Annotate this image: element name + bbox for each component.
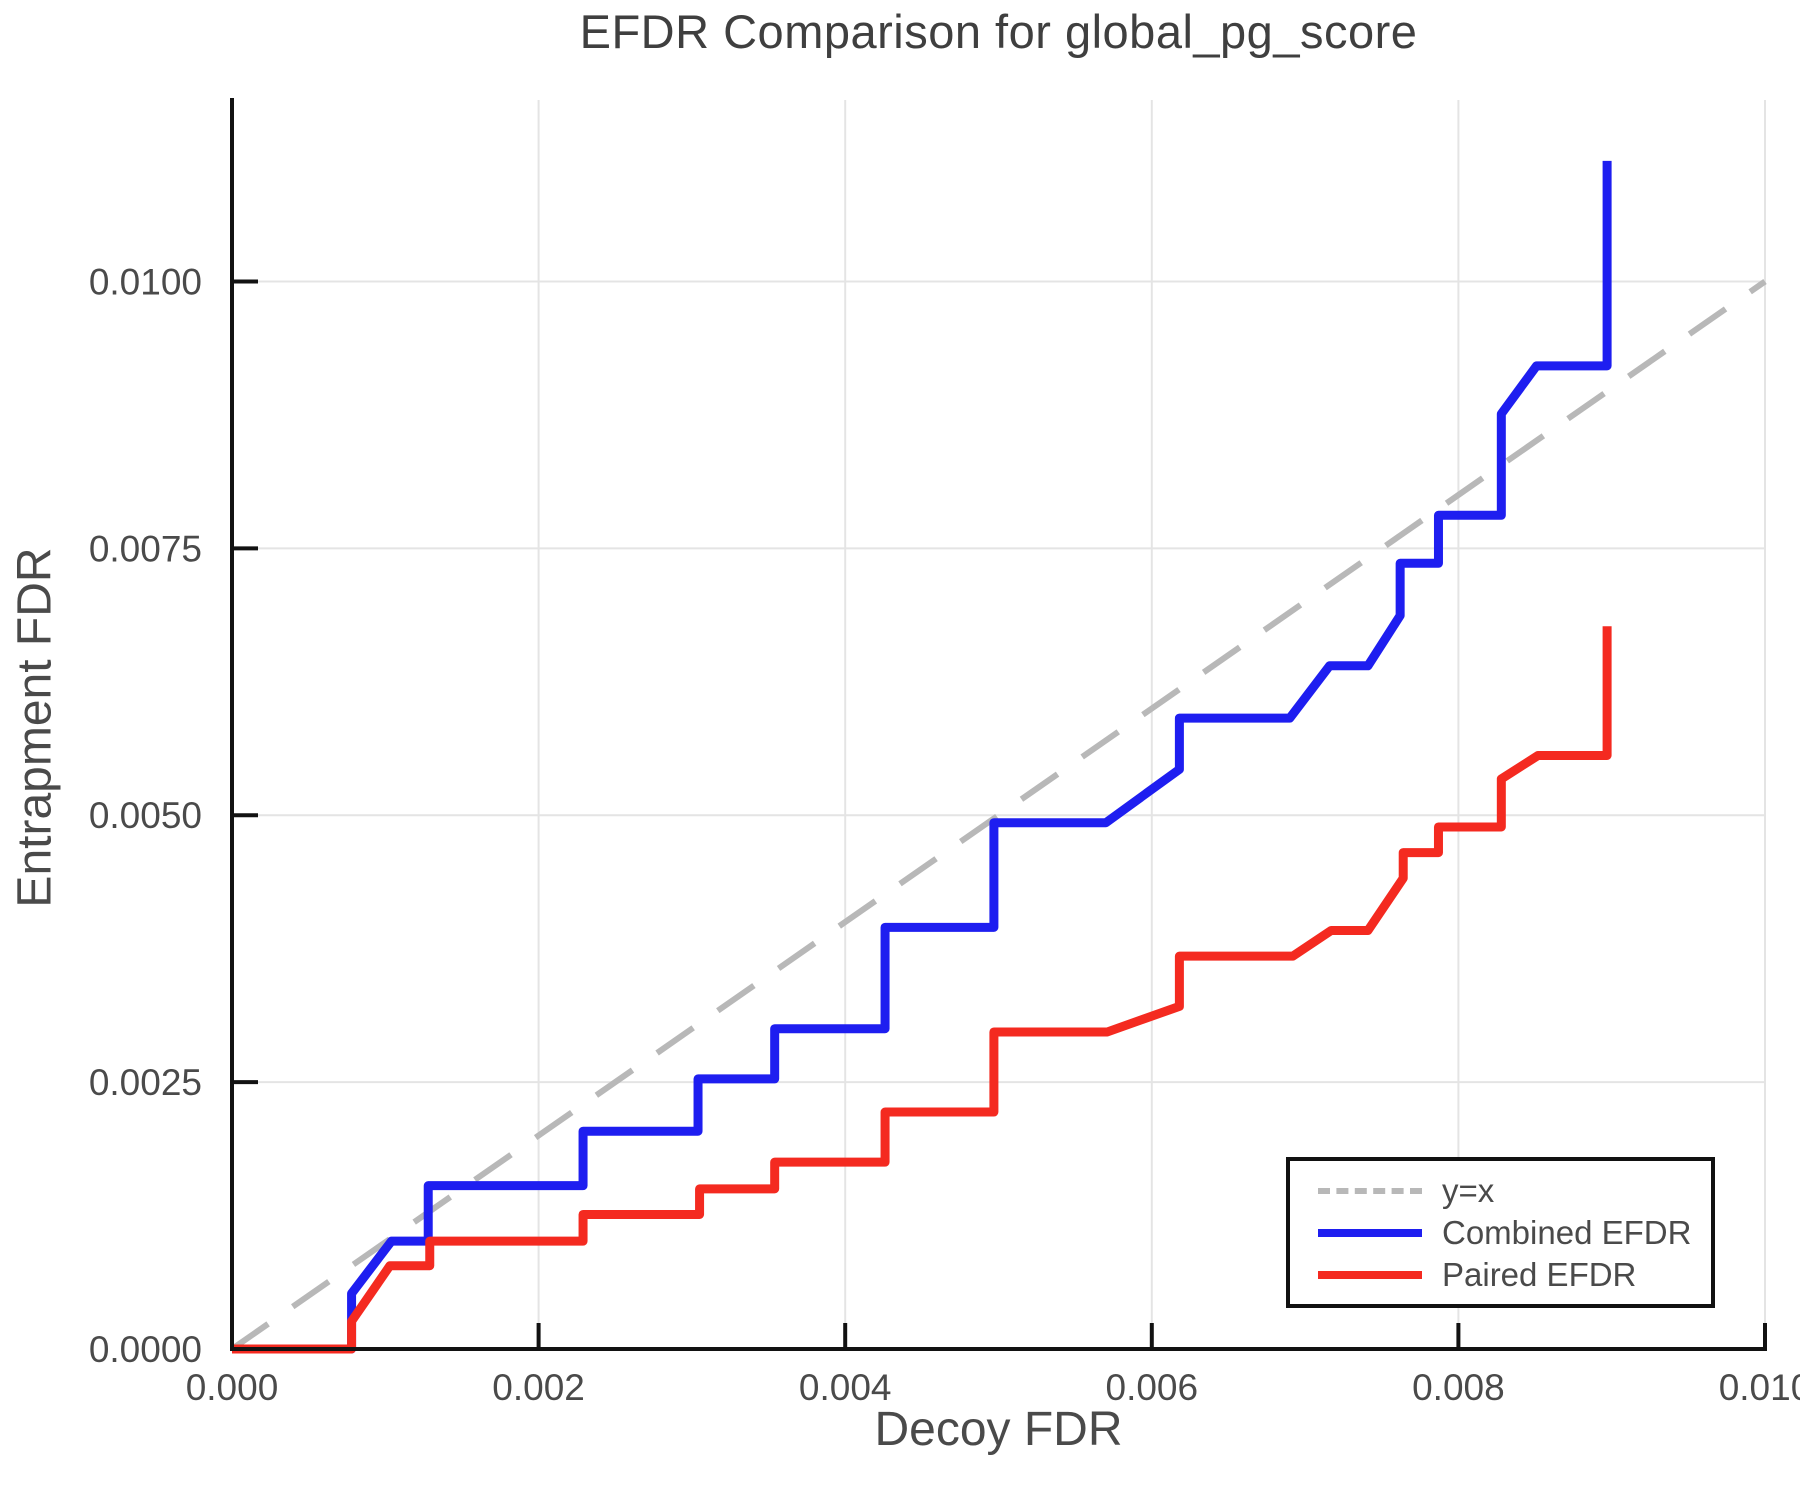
series-line-combined-efdr (232, 160, 1612, 1354)
x-tick-label: 0.004 (799, 1367, 892, 1408)
x-tick-label: 0.002 (492, 1367, 585, 1408)
x-tick-label: 0.006 (1106, 1367, 1199, 1408)
yx-line-sample (1318, 1187, 1422, 1194)
x-tick-label: 0.010 (1719, 1367, 1800, 1408)
y-axis-title: Entrapment FDR (8, 547, 62, 908)
y-tick-label: 0.0100 (89, 261, 202, 302)
legend-label-combined: Combined EFDR (1442, 1213, 1692, 1251)
combined-line-sample (1318, 1228, 1422, 1237)
legend: y=x Combined EFDR Paired EFDR (1286, 1157, 1715, 1308)
series-line-paired-efdr (232, 626, 1612, 1354)
legend-row-yx: y=x (1318, 1172, 1711, 1210)
chart-title: EFDR Comparison for global_pg_score (579, 5, 1418, 58)
legend-row-paired: Paired EFDR (1318, 1256, 1711, 1294)
x-tick-label: 0.000 (186, 1367, 279, 1408)
paired-line-sample (1318, 1270, 1422, 1279)
series-line-y-x (230, 279, 1767, 1352)
x-tick-label: 0.008 (1412, 1367, 1505, 1408)
y-tick-label: 0.0075 (89, 528, 202, 569)
y-tick-label: 0.0000 (89, 1329, 202, 1370)
legend-label-paired: Paired EFDR (1442, 1255, 1637, 1293)
x-axis-title: Decoy FDR (874, 1403, 1123, 1456)
y-tick-label: 0.0025 (89, 1062, 202, 1103)
legend-row-combined: Combined EFDR (1318, 1214, 1711, 1252)
y-tick-label: 0.0050 (89, 795, 202, 836)
legend-label-yx: y=x (1442, 1171, 1495, 1209)
